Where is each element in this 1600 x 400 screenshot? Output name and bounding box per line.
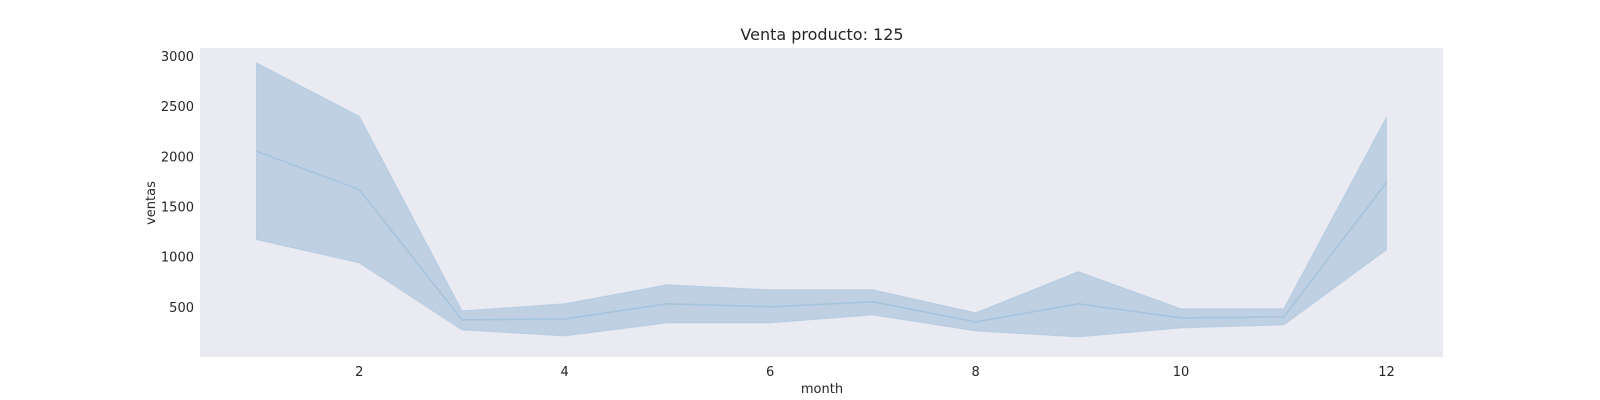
- x-tick-label: 8: [971, 365, 979, 380]
- y-axis-label: ventas: [144, 181, 159, 225]
- x-axis-label: month: [801, 382, 843, 397]
- confidence-band: [256, 62, 1387, 338]
- y-tick-label: 2000: [161, 150, 194, 165]
- x-tick-label: 2: [355, 365, 363, 380]
- chart-title: Venta producto: 125: [740, 25, 903, 44]
- y-tick-label: 500: [169, 301, 194, 316]
- x-tick-label: 10: [1173, 365, 1190, 380]
- x-axis-ticks: 2 4 6 8 10 12: [355, 365, 1395, 380]
- y-tick-label: 1500: [161, 201, 194, 216]
- y-tick-label: 1000: [161, 251, 194, 266]
- x-tick-label: 4: [561, 365, 569, 380]
- series-line: [256, 150, 1388, 323]
- x-tick-label: 12: [1378, 365, 1395, 380]
- y-tick-label: 2500: [161, 100, 194, 115]
- y-tick-label: 3000: [161, 50, 194, 65]
- x-tick-label: 6: [766, 365, 774, 380]
- y-axis-ticks: 500 1000 1500 2000 2500 3000: [161, 50, 194, 316]
